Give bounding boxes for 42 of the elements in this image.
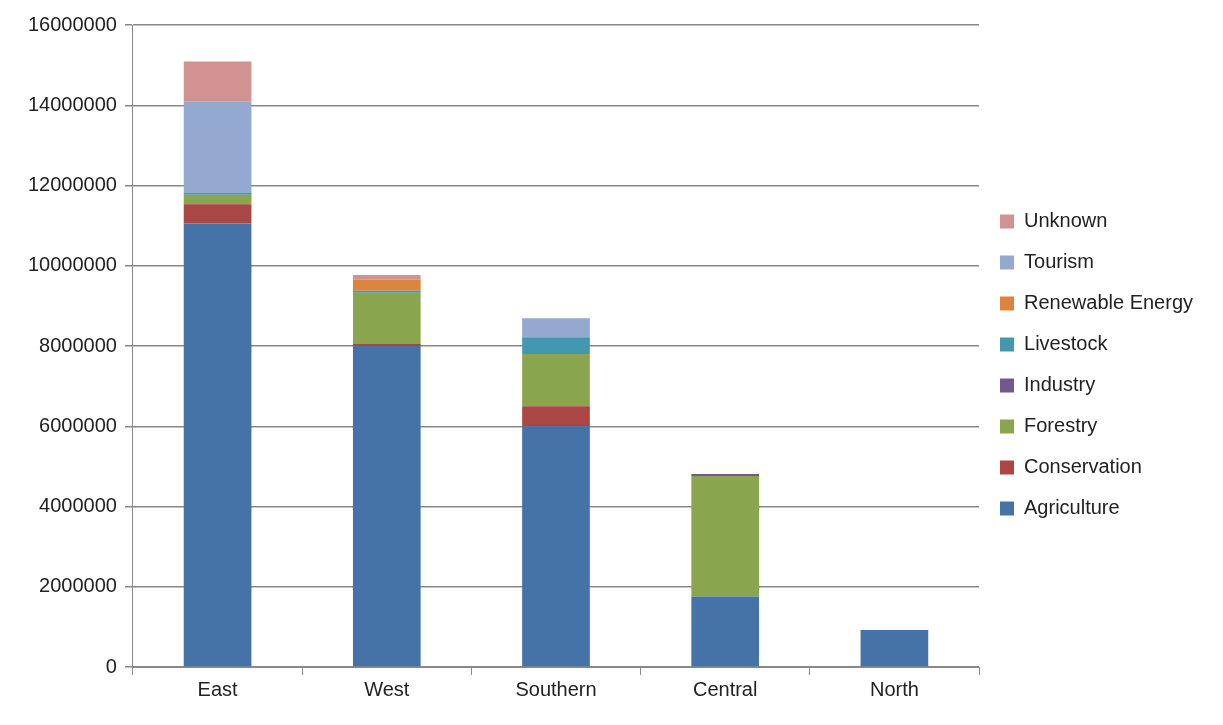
bar: [183, 223, 252, 667]
y-tick-label: 8000000: [39, 333, 117, 356]
x-tick-label: Southern: [515, 677, 597, 700]
y-tick-label: 6000000: [39, 413, 117, 436]
legend-label: Tourism: [1024, 250, 1095, 273]
bar: [522, 337, 590, 355]
bar: [352, 274, 421, 280]
x-tick-label: West: [364, 677, 410, 700]
y-tick-label: 14000000: [28, 92, 117, 115]
legend-label: Conservation: [1024, 455, 1142, 478]
bar: [352, 343, 421, 346]
bar: [352, 346, 421, 667]
bar: [352, 290, 421, 293]
bar: [691, 596, 760, 667]
bar: [352, 279, 421, 291]
bar: [691, 474, 760, 477]
bar: [691, 476, 760, 597]
x-tick-label: Central: [692, 677, 758, 700]
y-tick-label: 0: [105, 654, 117, 677]
bar: [522, 406, 590, 427]
x-tick-label: North: [869, 677, 919, 700]
y-tick-label: 2000000: [39, 574, 117, 597]
legend-label: Renewable Energy: [1024, 291, 1194, 314]
bar: [522, 318, 590, 338]
bar: [522, 354, 590, 407]
legend-label: Agriculture: [1024, 496, 1120, 519]
bar: [522, 426, 590, 667]
legend-label: Industry: [1024, 373, 1096, 396]
y-tick-label: 4000000: [39, 494, 117, 517]
y-tick-label: 16000000: [28, 12, 117, 35]
bar: [352, 292, 421, 344]
x-tick-label: East: [197, 677, 239, 700]
y-tick-label: 12000000: [28, 173, 117, 196]
legend-label: Livestock: [1024, 332, 1109, 355]
y-tick-label: 10000000: [28, 253, 117, 276]
legend-label: Forestry: [1024, 414, 1098, 437]
legend-label: Unknown: [1024, 209, 1108, 232]
bar: [183, 194, 252, 205]
bar: [860, 630, 929, 667]
bar: [183, 101, 252, 194]
bar: [183, 61, 252, 102]
bar: [183, 204, 252, 224]
